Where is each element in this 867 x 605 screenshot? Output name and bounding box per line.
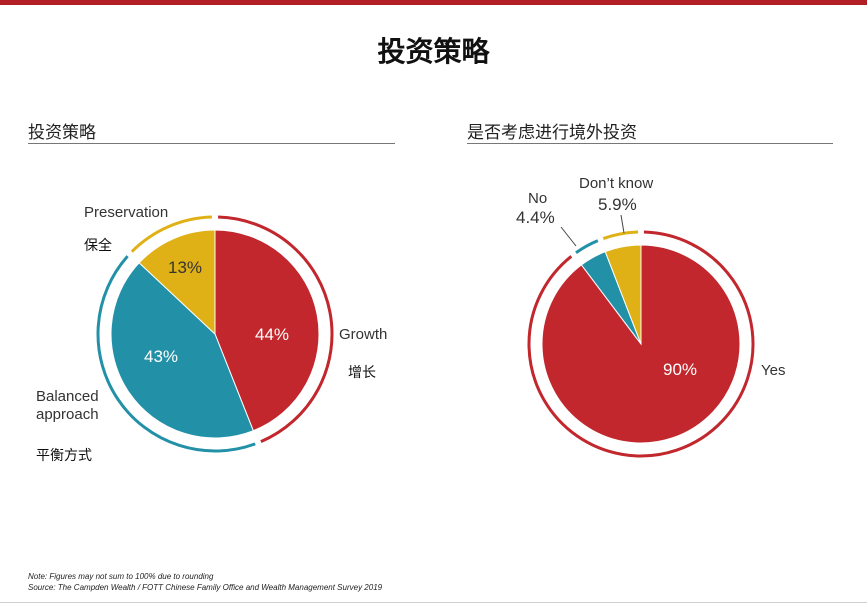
dont-know-label: Don’t know — [579, 175, 653, 192]
yes-percent-label: 90% — [663, 360, 697, 379]
preservation-label: Preservation — [84, 204, 168, 221]
growth-label: Growth — [339, 326, 387, 343]
left-panel-title: 投资策略 — [28, 123, 96, 143]
right-pie-chart: 90% Yes No 4.4% Don’t know 5.9% — [516, 175, 785, 458]
growth-ring-arc — [218, 215, 334, 443]
no-label: No — [528, 190, 547, 207]
balanced-slice — [110, 262, 254, 439]
preservation-label-zh: 保全 — [84, 237, 112, 254]
right-panel-rule — [467, 143, 833, 144]
growth-slice — [214, 229, 320, 432]
slide-title: 投资策略 — [377, 35, 490, 68]
balanced-label-zh: 平衡方式 — [36, 448, 92, 464]
no-percent-label: 4.4% — [516, 208, 555, 227]
dont-know-leader-line — [620, 214, 625, 234]
left-pie-chart: 44% 43% 13% Growth 增长 Balanced approach … — [36, 204, 387, 464]
preservation-percent-label: 13% — [168, 258, 202, 277]
dont-know-percent-label: 5.9% — [598, 195, 637, 214]
note-text: Note: Figures may not sum to 100% due to… — [28, 572, 214, 581]
preservation-slice — [138, 229, 216, 336]
dont-know-slice — [604, 244, 642, 345]
balanced-label-line-1: Balanced — [36, 388, 99, 405]
no-leader-line — [560, 226, 577, 247]
yes-ring-arc — [527, 230, 755, 458]
balanced-label: Balanced approach — [36, 388, 103, 423]
no-ring-arc — [575, 239, 599, 255]
growth-label-zh: 增长 — [348, 365, 376, 381]
growth-percent-label: 44% — [255, 325, 289, 344]
preservation-ring-arc — [130, 215, 212, 253]
dont-know-ring-arc — [602, 230, 639, 240]
balanced-percent-label: 43% — [144, 347, 178, 366]
right-panel-title: 是否考虑进行境外投资 — [467, 123, 637, 143]
top-accent-bar — [0, 0, 867, 5]
yes-label: Yes — [761, 362, 785, 379]
source-text: Source: The Campden Wealth / FOTT Chines… — [28, 583, 383, 592]
bottom-rule — [0, 602, 867, 603]
balanced-label-line-2: approach — [36, 406, 99, 423]
left-panel-rule — [28, 143, 395, 144]
balanced-ring-arc — [96, 255, 256, 453]
